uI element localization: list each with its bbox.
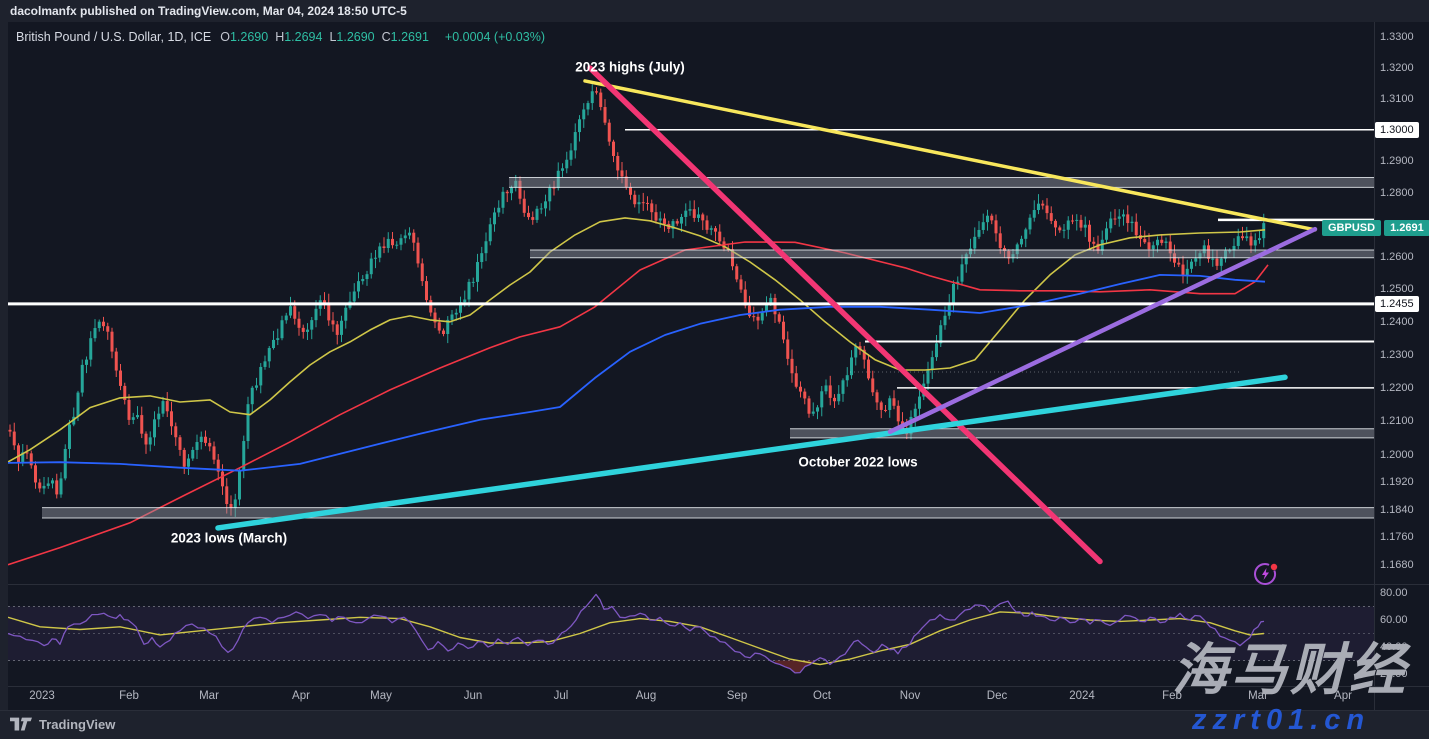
price-tick: 1.2000 [1380,449,1414,462]
price-tick: 1.2900 [1380,155,1414,168]
price-axis-separator [1374,22,1375,710]
watermark-cjk: 海马财经 [1172,638,1408,701]
rsi-tick: 80.00 [1380,587,1408,599]
long-uptrend-cyan [215,374,1288,531]
ohlc-key: C [381,30,391,44]
ohlc-key: O [220,30,230,44]
time-axis-separator [8,686,1429,687]
chart-background[interactable] [8,22,1429,710]
resistance-zone-1-2800 [509,177,1374,188]
steep-downtrend-pink [587,65,1103,565]
price-level-label: 1.2455 [1375,295,1419,312]
time-tick: Nov [899,690,921,702]
time-tick: Apr [292,690,310,702]
time-tick: Oct [813,690,831,702]
time-tick: Mar [1248,690,1268,702]
resistance-zone-1-2600 [530,249,1374,259]
price-tick: 1.1680 [1380,559,1414,571]
price-tick: 1.3300 [1380,31,1414,43]
ma-20-yellow [8,217,1266,463]
price-tick: 1.3200 [1380,61,1414,74]
rsi-tick: 20.00 [1380,668,1408,680]
tradingview-logo-icon [10,717,32,731]
ohlc-key: L [329,30,337,44]
price-tick: 1.2200 [1380,381,1414,394]
tradingview-logo-text: TradingView [39,717,116,732]
symbol-legend[interactable]: British Pound / U.S. Dollar, 1D, ICE O1.… [16,30,545,44]
time-tick: Sep [726,690,748,702]
price-tick: 1.2800 [1380,186,1414,199]
last-price-badge: 1.2691 [1384,219,1429,236]
rsi-tick: 40.00 [1380,641,1408,653]
rsi-line-purple [8,593,1265,674]
rsi-tick: 60.00 [1380,614,1408,626]
symbol-title: British Pound / U.S. Dollar, 1D, ICE [16,30,212,44]
price-tick: 1.2100 [1380,415,1414,428]
current-price-label: GBPUSD 1.2691 [1322,219,1429,236]
ohlc-value: 1.2690 [229,30,269,44]
ohlc-value: 1.2690 [336,30,375,44]
time-tick: Feb [119,690,139,702]
time-tick: Jun [463,690,483,702]
descending-resistance-yellow [583,79,1317,232]
time-tick: Dec [986,690,1008,702]
price-tick: 1.2600 [1380,250,1414,263]
price-tick: 1.2400 [1380,315,1414,328]
ohlc-value: 1.2691 [390,30,429,44]
flash-icon[interactable] [1252,560,1280,588]
pane-separator[interactable] [8,584,1429,585]
price-tick: 1.2300 [1380,348,1414,361]
price-level-label: 1.3000 [1375,121,1419,138]
footer-bar: TradingView [0,710,1429,739]
time-tick: Mar [199,690,219,702]
watermark-url: zzrt01.cn [1192,704,1371,736]
rsi-oversold-fill [775,660,815,673]
rising-support-purple [887,226,1318,435]
price-pane[interactable] [8,65,1374,566]
time-tick: Jul [553,690,569,702]
time-tick: Aug [635,690,657,702]
ohlc-value: 1.2694 [284,30,323,44]
time-tick: 2024 [1069,690,1095,702]
ohlc-key: H [275,30,285,44]
price-tick: 1.3100 [1380,92,1414,105]
2023-lows-zone-1-1840 [42,507,1374,519]
ticker-badge: GBPUSD [1322,219,1382,236]
annotation-2023-highs: 2023 highs (July) [575,59,685,75]
candles-layer [8,84,1266,517]
annotation-2023-lows: 2023 lows (March) [170,530,288,546]
price-tick: 1.1760 [1380,531,1414,544]
price-tick: 1.2500 [1380,283,1414,296]
time-tick: 2023 [29,690,55,702]
time-tick: May [370,690,392,702]
tradingview-logo[interactable]: TradingView [10,717,115,732]
ohlc-values: O1.2690 H1.2694 L1.2690 C1.2691 [220,30,436,44]
change-value: +0.0004 (+0.03%) [444,30,545,44]
price-tick: 1.1920 [1380,476,1414,489]
publish-info: dacolmanfx published on TradingView.com,… [10,4,407,18]
ma-200-blue [8,274,1266,472]
price-tick: 1.1840 [1380,503,1414,516]
time-tick: Feb [1162,690,1182,702]
annotation-october-2022-lows: October 2022 lows [798,454,918,470]
october-2022-lows-zone [790,428,1374,439]
time-tick: Apr [1334,690,1352,702]
rsi-pane[interactable] [8,593,1374,674]
